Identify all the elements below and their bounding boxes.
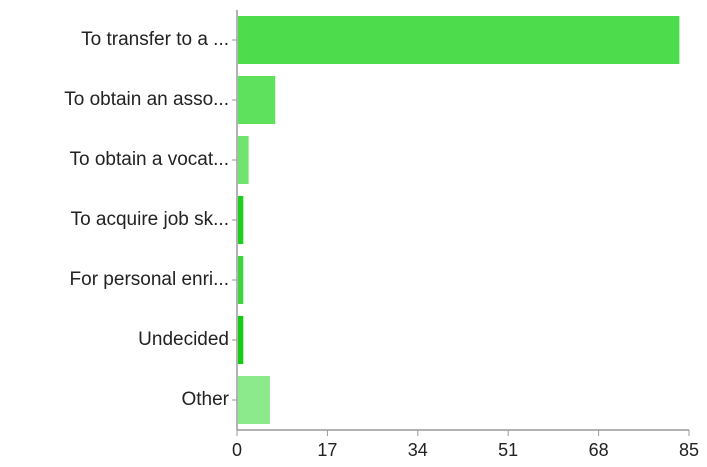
- category-label-2: To obtain a vocat...: [70, 149, 230, 170]
- bar-2: [238, 136, 249, 184]
- category-label-6: Other: [181, 389, 229, 410]
- x-tick-label-3: 51: [498, 440, 518, 460]
- x-tick-label-2: 34: [408, 440, 428, 460]
- category-label-5: Undecided: [138, 329, 229, 350]
- x-tick-label-4: 68: [589, 440, 609, 460]
- bar-5: [238, 316, 244, 364]
- x-tick-label-1: 17: [317, 440, 337, 460]
- category-label-1: To obtain an asso...: [64, 89, 229, 110]
- bar-4: [238, 256, 244, 304]
- bar-6: [238, 376, 270, 424]
- x-tick-label-0: 0: [232, 440, 242, 460]
- bar-0: [238, 16, 680, 64]
- bars-group: [238, 16, 680, 424]
- x-ticks-group: 0 17 34 51 68 85: [232, 430, 699, 460]
- x-tick-label-5: 85: [679, 440, 699, 460]
- category-label-3: To acquire job sk...: [71, 209, 229, 230]
- category-labels-group: To transfer to a ... To obtain an asso...…: [64, 29, 229, 410]
- category-label-0: To transfer to a ...: [81, 29, 229, 50]
- bar-3: [238, 196, 244, 244]
- category-label-4: For personal enri...: [70, 269, 229, 290]
- bar-1: [238, 76, 276, 124]
- axes-group: [232, 10, 689, 431]
